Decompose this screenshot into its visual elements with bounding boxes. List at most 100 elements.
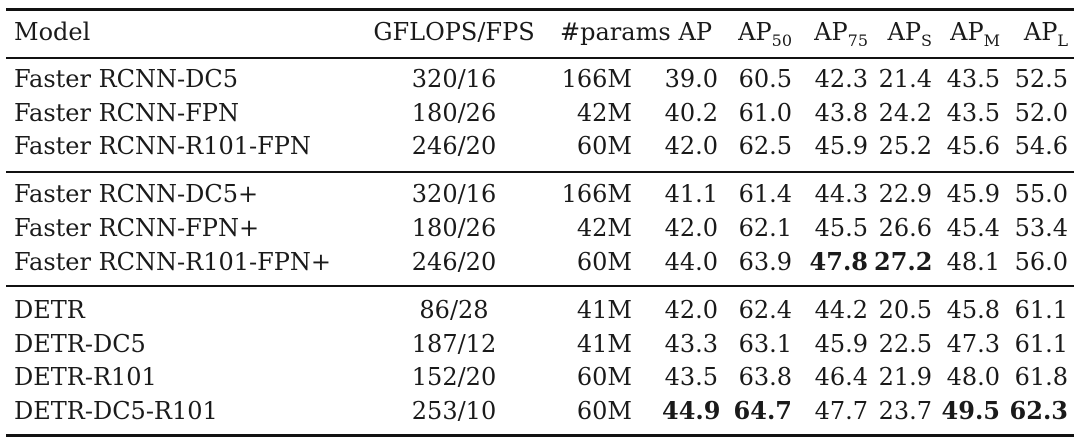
cell-ap: 42.0 — [664, 214, 718, 242]
header-apm: APM — [950, 18, 1000, 50]
cell-gflops: 187/12 — [411, 330, 497, 358]
cell-model: Faster RCNN-R101-FPN+ — [14, 248, 332, 276]
cell-ap: 44.9 — [662, 396, 721, 425]
cell-params: 60M — [576, 132, 632, 160]
cell-ap: 39.0 — [664, 65, 718, 93]
cell-ap50: 64.7 — [733, 396, 792, 425]
cell-params: 166M — [561, 65, 632, 93]
cell-apl: 56.0 — [1014, 248, 1068, 276]
cell-aps: 23.7 — [878, 397, 932, 425]
cell-aps: 20.5 — [878, 296, 932, 324]
header-gflops: GFLOPS/FPS — [373, 18, 535, 46]
header-aps: APS — [887, 18, 932, 50]
cell-ap75: 44.2 — [814, 296, 868, 324]
cell-gflops: 180/26 — [411, 99, 497, 127]
cell-ap75: 43.8 — [814, 99, 868, 127]
cell-apl: 61.8 — [1014, 363, 1068, 391]
cell-ap50: 60.5 — [738, 65, 792, 93]
cell-gflops: 246/20 — [411, 132, 497, 160]
cell-ap75: 45.5 — [814, 214, 868, 242]
cell-model: Faster RCNN-R101-FPN — [14, 132, 311, 160]
cell-gflops: 246/20 — [411, 248, 497, 276]
table-row: DETR-R101 152/20 60M 43.5 63.8 46.4 21.9… — [0, 359, 1081, 395]
cell-apm: 49.5 — [941, 396, 1000, 425]
cell-apl: 61.1 — [1014, 296, 1068, 324]
cell-apl: 55.0 — [1014, 180, 1068, 208]
cell-ap75: 45.9 — [814, 330, 868, 358]
cell-ap75: 42.3 — [814, 65, 868, 93]
cell-params: 41M — [576, 296, 632, 324]
cell-params: 166M — [561, 180, 632, 208]
cell-params: 60M — [576, 248, 632, 276]
cell-apl: 54.6 — [1014, 132, 1068, 160]
cell-apm: 45.6 — [946, 132, 1000, 160]
table-row: DETR 86/28 41M 42.0 62.4 44.2 20.5 45.8 … — [0, 292, 1081, 328]
top-rule — [6, 8, 1074, 11]
cell-model: Faster RCNN-DC5 — [14, 65, 239, 93]
cell-aps: 21.4 — [878, 65, 932, 93]
cell-ap50: 63.9 — [738, 248, 792, 276]
cell-model: Faster RCNN-DC5+ — [14, 180, 259, 208]
cell-apm: 43.5 — [946, 65, 1000, 93]
table-row: Faster RCNN-R101-FPN+ 246/20 60M 44.0 63… — [0, 244, 1081, 280]
cell-ap: 41.1 — [664, 180, 718, 208]
header-rule — [6, 57, 1074, 59]
cell-aps: 24.2 — [878, 99, 932, 127]
group-rule — [6, 285, 1074, 287]
cell-apm: 45.9 — [946, 180, 1000, 208]
cell-ap75: 47.8 — [809, 247, 868, 276]
cell-apl: 61.1 — [1014, 330, 1068, 358]
header-ap: AP — [678, 18, 712, 46]
header-model: Model — [14, 18, 91, 46]
cell-apl: 52.0 — [1014, 99, 1068, 127]
cell-ap75: 44.3 — [814, 180, 868, 208]
cell-gflops: 320/16 — [411, 180, 497, 208]
cell-ap75: 47.7 — [814, 397, 868, 425]
cell-ap50: 63.1 — [738, 330, 792, 358]
cell-apm: 48.1 — [946, 248, 1000, 276]
cell-params: 60M — [576, 397, 632, 425]
group-rule — [6, 171, 1074, 173]
cell-params: 42M — [576, 214, 632, 242]
cell-model: DETR-DC5-R101 — [14, 397, 218, 425]
cell-model: Faster RCNN-FPN — [14, 99, 239, 127]
cell-gflops: 152/20 — [411, 363, 497, 391]
cell-aps: 25.2 — [878, 132, 932, 160]
cell-model: DETR-DC5 — [14, 330, 146, 358]
cell-ap: 44.0 — [664, 248, 718, 276]
cell-model: DETR-R101 — [14, 363, 157, 391]
header-row: Model GFLOPS/FPS #params AP AP50 AP75 AP… — [0, 14, 1081, 50]
bottom-rule — [6, 434, 1074, 437]
cell-ap50: 61.0 — [738, 99, 792, 127]
cell-ap75: 45.9 — [814, 132, 868, 160]
cell-ap50: 61.4 — [738, 180, 792, 208]
header-ap50: AP50 — [738, 18, 792, 50]
cell-apm: 43.5 — [946, 99, 1000, 127]
table-row: DETR-DC5 187/12 41M 43.3 63.1 45.9 22.5 … — [0, 326, 1081, 362]
cell-gflops: 180/26 — [411, 214, 497, 242]
cell-ap: 42.0 — [664, 132, 718, 160]
cell-aps: 26.6 — [878, 214, 932, 242]
cell-ap: 43.3 — [664, 330, 718, 358]
cell-apm: 47.3 — [946, 330, 1000, 358]
cell-apm: 45.8 — [946, 296, 1000, 324]
cell-gflops: 320/16 — [411, 65, 497, 93]
cell-apl: 52.5 — [1014, 65, 1068, 93]
cell-aps: 27.2 — [874, 247, 933, 276]
table-row: Faster RCNN-FPN 180/26 42M 40.2 61.0 43.… — [0, 95, 1081, 131]
cell-params: 41M — [576, 330, 632, 358]
cell-ap: 42.0 — [664, 296, 718, 324]
table-row: Faster RCNN-DC5+ 320/16 166M 41.1 61.4 4… — [0, 176, 1081, 212]
cell-apm: 45.4 — [946, 214, 1000, 242]
table-row: Faster RCNN-R101-FPN 246/20 60M 42.0 62.… — [0, 128, 1081, 164]
cell-ap50: 62.1 — [738, 214, 792, 242]
cell-params: 60M — [576, 363, 632, 391]
header-ap75: AP75 — [814, 18, 868, 50]
cell-ap50: 62.4 — [738, 296, 792, 324]
table-row: Faster RCNN-DC5 320/16 166M 39.0 60.5 42… — [0, 61, 1081, 97]
header-params: #params — [560, 18, 671, 46]
cell-apm: 48.0 — [946, 363, 1000, 391]
cell-apl: 62.3 — [1009, 396, 1068, 425]
cell-aps: 21.9 — [878, 363, 932, 391]
